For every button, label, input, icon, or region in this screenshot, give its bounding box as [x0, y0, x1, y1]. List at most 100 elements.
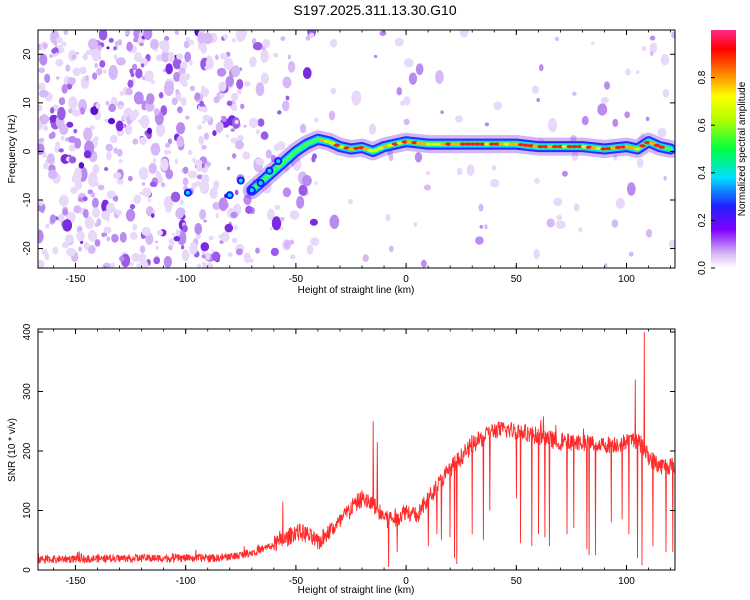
ridge-hot-cell [585, 145, 593, 149]
spectrogram-noise-blob [83, 127, 93, 141]
ridge-hot-cell [493, 142, 501, 146]
spectrogram-noise-blob [218, 81, 227, 92]
spectrogram-noise-blob [302, 67, 312, 80]
spectrogram-noise-blob [184, 51, 192, 63]
spectrogram-noise-blob [168, 149, 172, 155]
spectrogram-noise-blob [55, 37, 63, 44]
spectrogram-noise-blob [625, 68, 631, 76]
spectrogram-noise-blob [62, 208, 69, 216]
spectrogram-noise-blob [187, 149, 193, 156]
spectrogram-noise-blob [368, 123, 377, 135]
spectrogram-noise-blob [269, 227, 273, 231]
spectrogram-noise-blob [58, 148, 64, 153]
colorbar-tick-label: 0.6 [697, 118, 708, 132]
spectrogram-noise-blob [82, 196, 88, 202]
spectrogram-noise-blob [403, 96, 411, 106]
spectrogram-noise-blob [92, 72, 98, 80]
spectrogram-noise-blob [299, 123, 307, 134]
snr-y-label: SNR (10 * v/v) [7, 418, 18, 482]
spectrogram-noise-blob [110, 262, 115, 268]
spectrogram-noise-blob [255, 129, 261, 135]
spectrogram-noise-blob [152, 209, 156, 213]
spectrogram-noise-blob [600, 96, 609, 104]
spectrogram-noise-blob [176, 53, 184, 60]
spectrogram-noise-blob [75, 51, 80, 55]
spectrogram-noise-blob [180, 245, 185, 250]
spectrogram-noise-blob [47, 169, 58, 180]
spectrogram-noise-blob [539, 64, 544, 72]
spectrogram-noise-blob [60, 135, 65, 141]
spectrogram-noise-blob [456, 167, 463, 176]
spectrogram-noise-blob [314, 117, 319, 123]
spectrogram-noise-blob [198, 135, 205, 146]
spectrogram-noise-blob [107, 117, 116, 125]
spectrogram-noise-blob [147, 198, 152, 203]
ridge-hot-cell [551, 144, 559, 149]
spectrogram-noise-blob [113, 54, 118, 60]
ridge-hot-cell [532, 144, 539, 148]
spectrogram-noise-blob [570, 135, 577, 142]
spectrogram-noise-blob [94, 62, 98, 68]
spectrogram-noise-blob [38, 137, 45, 143]
spectrogram-noise-blob [280, 227, 284, 231]
spectrogram-noise-blob [231, 104, 238, 112]
spectrogram-noise-blob [90, 192, 96, 198]
spectrogram-noise-blob [225, 75, 235, 87]
spectrogram-noise-blob [44, 223, 50, 229]
spectrogram-noise-blob [139, 42, 144, 47]
spectrogram-noise-blob [220, 231, 230, 243]
colorbar-tick-label: 0.2 [697, 213, 708, 227]
spectrogram-noise-blob [270, 247, 279, 257]
spectrogram-noise-blob [182, 177, 189, 186]
spectrogram-noise-blob [624, 111, 630, 119]
spectrogram-noise-blob [96, 218, 102, 227]
spectrogram-noise-blob [554, 36, 560, 41]
spectrogram-noise-blob [161, 50, 170, 63]
spectrogram-noise-blob [103, 226, 112, 234]
spectrogram-noise-blob [117, 149, 123, 157]
spectrogram-noise-blob [87, 38, 98, 51]
spectrogram-noise-blob [287, 54, 291, 60]
spectrogram-noise-blob [201, 85, 206, 91]
spectrogram-noise-blob [227, 252, 233, 257]
spectrogram-noise-blob [134, 54, 138, 59]
snr-xtick-label: -150 [65, 576, 85, 587]
spectrogram-noise-blob [49, 107, 55, 114]
spectrogram-noise-blob [176, 95, 182, 102]
spectrogram-noise-blob [121, 114, 127, 121]
spectrogram-noise-blob [152, 158, 157, 163]
spectrogram-noise-blob [534, 177, 540, 184]
spectrogram-noise-blob [215, 122, 223, 134]
spectrogram-noise-blob [249, 56, 257, 68]
spectrogram-noise-blob [114, 40, 119, 46]
ridge-hot-cell [430, 142, 438, 146]
ridge-hot-cell [542, 144, 549, 149]
spectrogram-noise-blob [613, 154, 618, 161]
colorbar-label: Normalized spectral amplitude [737, 81, 748, 216]
spectrogram-noise-blob [103, 167, 109, 171]
spectrogram-noise-blob [234, 189, 239, 196]
spectrogram-noise-blob [68, 135, 77, 144]
spectrogram-noise-blob [138, 119, 143, 124]
spectrogram-noise-blob [39, 89, 49, 98]
spectrogram-noise-blob [475, 236, 484, 245]
spectrogram-noise-blob [38, 67, 45, 74]
ridge-hot-cell [556, 144, 564, 149]
spectrogram-noise-blob [73, 128, 78, 134]
spectrogram-noise-blob [101, 232, 106, 238]
spectrogram-noise-blob [78, 246, 83, 252]
spectrogram-noise-blob [199, 100, 205, 107]
spectrogram-noise-blob [243, 124, 247, 128]
spectrogram-noise-blob [531, 85, 539, 94]
ridge-hot-cell [474, 142, 481, 146]
spectrogram-noise-blob [292, 156, 302, 171]
spectrogram-noise-blob [57, 123, 64, 130]
spectrogram-noise-blob [296, 196, 305, 209]
spectrogram-noise-blob [230, 128, 236, 132]
spectrogram-noise-blob [223, 34, 228, 40]
spectrogram-noise-blob [187, 170, 198, 179]
spectrogram-noise-blob [97, 45, 103, 51]
spectrogram-noise-blob [189, 241, 198, 255]
spectrogram-noise-blob [61, 41, 67, 47]
spectrogram-noise-blob [231, 38, 236, 43]
